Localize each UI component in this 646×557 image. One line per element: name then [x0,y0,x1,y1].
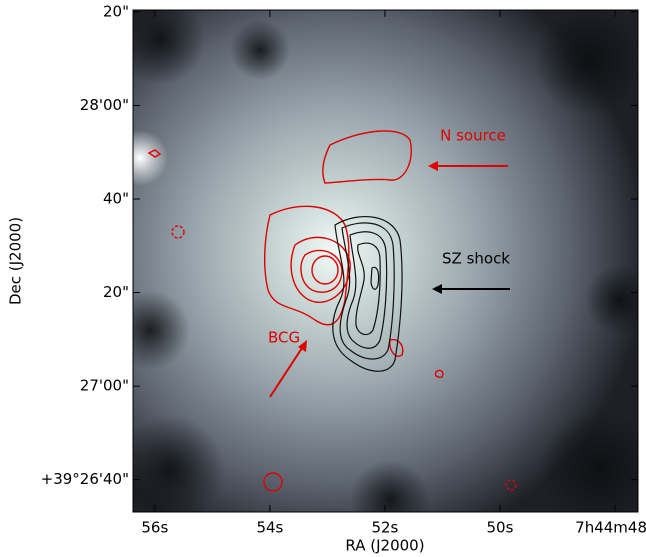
y-tick-label: 20" [103,283,129,301]
y-tick-label: 27'00" [80,377,129,395]
y-axis-label: Dec (J2000) [7,217,25,305]
arrows [269,161,510,398]
plot-frame [132,9,639,513]
x-axis-label: RA (J2000) [345,537,424,555]
x-tick-label: 50s [487,519,514,537]
sz-contours [332,216,403,372]
x-tick-label: 52s [371,519,398,537]
y-tick-label: 28'00" [80,96,129,114]
annotation: N source [440,127,506,145]
x-tick-label: 7h44m48s [575,519,646,537]
x-tick-label: 54s [256,519,283,537]
red-contours [147,130,517,492]
y-tick-label: +39°26'40" [41,470,129,488]
annotation: SZ shock [442,250,510,268]
x-tick-label: 56s [141,519,168,537]
y-tick-label: 40" [103,190,129,208]
sky-image [133,10,638,512]
y-tick-label: 20" [103,2,129,20]
annotation: BCG [268,329,300,347]
